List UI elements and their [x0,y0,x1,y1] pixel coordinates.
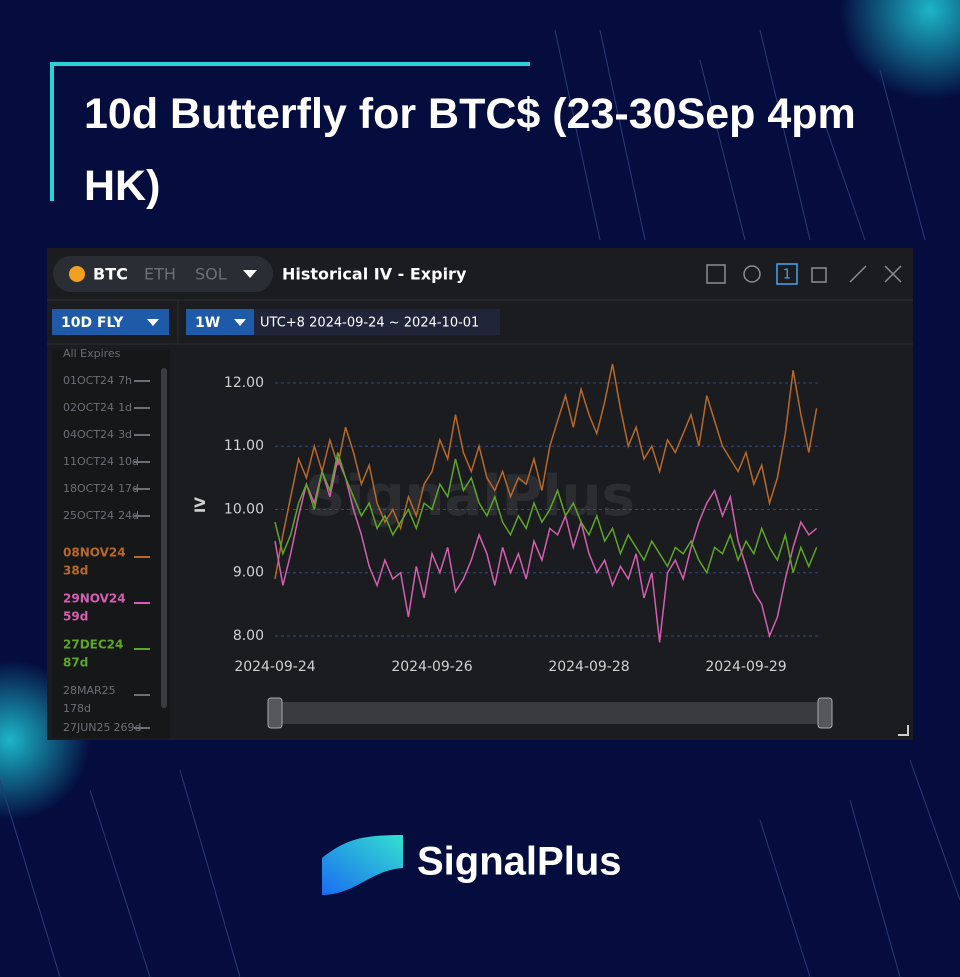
expiry-dte: 7h [118,374,132,387]
expiry-item: 04OCT24 [63,428,114,441]
legend-dte: 87d [63,656,88,670]
title: 10d Butterfly for BTC$ (23-30Sep 4pm HK) [84,90,856,210]
decor-lines [0,29,960,977]
coin[interactable]: ETH [144,265,176,284]
legend-dte: 59d [63,610,88,624]
view-title: Historical IV - Expiry [282,265,467,284]
dropdown-arrow [243,270,257,278]
expiry-item: 28MAR25 [63,684,116,697]
x-tick-label: 2024-09-28 [548,659,629,675]
expiry-item: 25OCT24 [63,509,114,522]
legend-label[interactable]: 08NOV24 [63,546,126,560]
expiry-dte: 24d [118,509,139,522]
range-slider[interactable] [268,702,832,724]
expiry-dte: 178d [63,702,91,715]
page-button-label[interactable]: 1 [783,268,791,283]
coin-pill[interactable] [53,256,273,292]
dropdown-arrow [234,319,246,326]
coin[interactable]: BTC [93,265,128,284]
expiry-item: 18OCT24 [63,482,114,495]
glow [840,0,960,100]
metric-select[interactable] [52,309,169,335]
chart: SignalPlus 8.00 9.00 10.00 11.00 12.00 IV 2024-… [193,363,820,675]
expiry-dte: 1d [118,401,132,414]
expiry-item: 01OCT24 [63,374,114,387]
logo [322,835,403,895]
slider-handle[interactable] [817,697,833,729]
expiry-item: All Expires [63,347,121,360]
title-bracket [50,62,530,201]
period-label[interactable]: 1W [195,315,220,331]
watermark: SignalPlus [305,464,635,529]
brand: SignalPlus [417,840,622,884]
y-axis-label: IV [193,497,209,513]
expiry-item: 27JUN25 [63,721,111,734]
expiry-item: 02OCT24 [63,401,114,414]
series-line [274,456,818,643]
sidebar [52,350,170,738]
legend-label[interactable]: 27DEC24 [63,638,123,652]
expiry-item: 11OCT24 [63,455,114,468]
range-label[interactable]: UTC+8 2024-09-24 ~ 2024-10-01 [260,316,479,331]
window-icons[interactable] [706,264,902,284]
scrollbar [161,368,167,708]
y-tick-label: 11.00 [224,438,264,454]
expiry-list: All Expires 01OCT24 7h 02OCT24 1d 04OCT24 3d 11… [63,347,150,734]
page-button[interactable] [776,263,798,285]
x-tick-label: 2024-09-24 [234,659,315,675]
y-tick-label: 10.00 [224,501,264,517]
legend-dte: 38d [63,564,88,578]
expiry-dte: 10d [118,455,139,468]
expiry-dte: 17d [118,482,139,495]
series-line [274,363,818,580]
metric-label[interactable]: 10D FLY [61,315,124,331]
expiry-dte: 3d [118,428,132,441]
series-line [274,452,818,575]
x-tick-label: 2024-09-26 [391,659,472,675]
resize-corner [898,725,909,736]
btc-icon [69,266,85,282]
y-tick-label: 9.00 [233,565,264,581]
expiry-dte: 269d [114,721,142,734]
y-tick-label: 12.00 [224,375,264,391]
y-tick-label: 8.00 [233,628,264,644]
x-tick-label: 2024-09-29 [705,659,786,675]
slider-handle[interactable] [267,697,283,729]
legend-label[interactable]: 29NOV24 [63,592,126,606]
coin[interactable]: SOL [195,265,227,284]
dropdown-arrow [147,319,159,326]
